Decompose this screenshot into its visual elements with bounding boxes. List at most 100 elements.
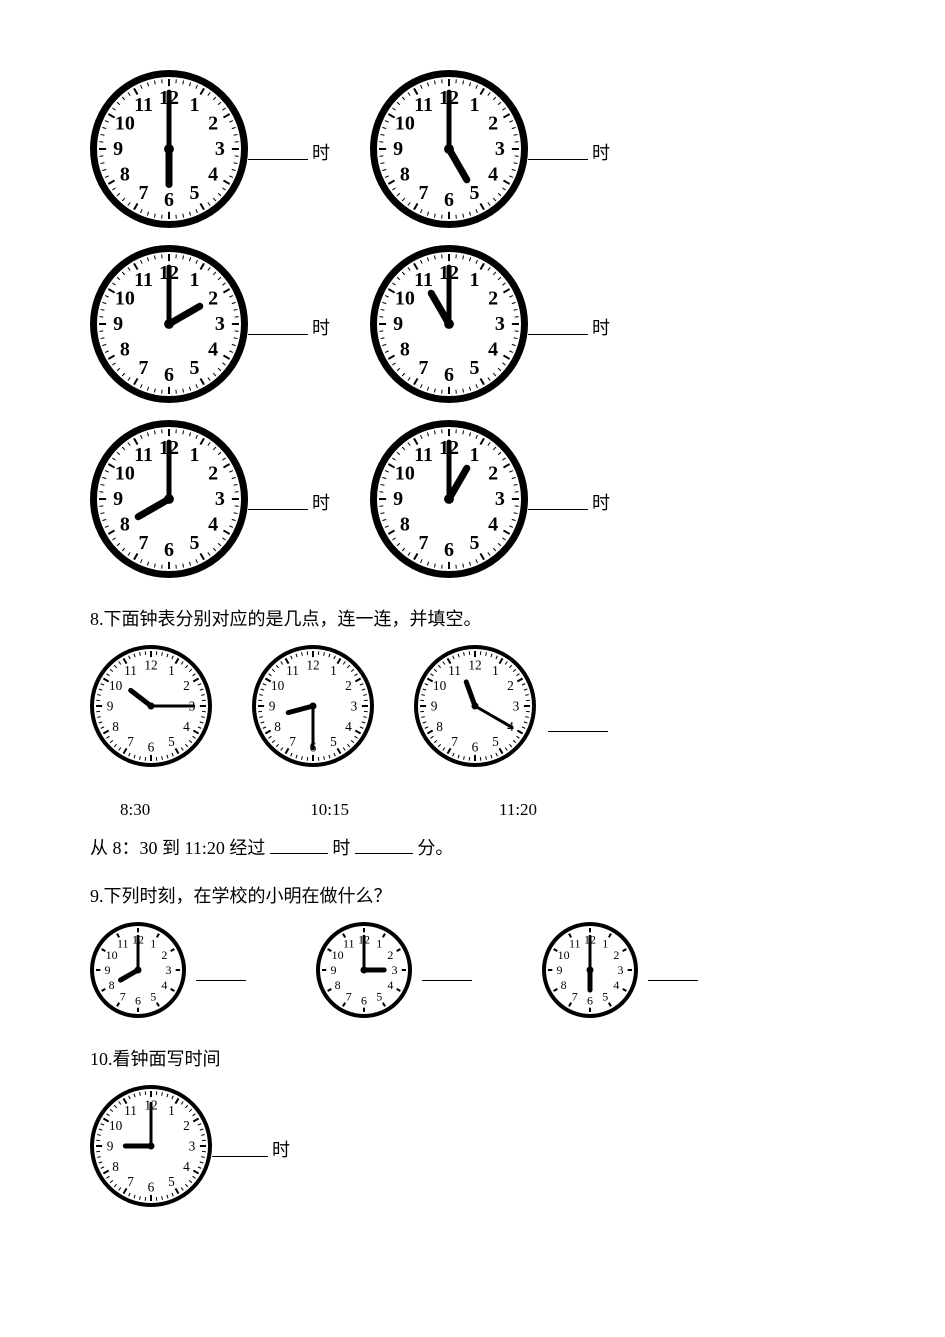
svg-text:4: 4 — [183, 719, 190, 734]
unit-label: 时 — [312, 139, 330, 165]
q7-row-1: 121234567891011 时 121234567891011 时 — [90, 70, 855, 233]
svg-text:1: 1 — [376, 937, 382, 951]
svg-text:8: 8 — [436, 719, 443, 734]
svg-text:4: 4 — [208, 513, 218, 535]
svg-text:3: 3 — [513, 699, 520, 714]
svg-text:2: 2 — [161, 948, 167, 962]
svg-text:8: 8 — [112, 1159, 119, 1174]
svg-text:4: 4 — [488, 338, 498, 360]
q7-cell: 121234567891011 时 — [90, 70, 330, 233]
q8-time-label: 8:30 — [120, 800, 150, 820]
svg-text:2: 2 — [183, 1118, 190, 1133]
svg-text:9: 9 — [105, 963, 111, 977]
svg-text:10: 10 — [115, 113, 135, 135]
clock-slot: 121234567891011 — [90, 70, 248, 233]
svg-text:7: 7 — [419, 182, 429, 204]
svg-text:4: 4 — [345, 719, 352, 734]
q7-cell: 121234567891011 时 — [370, 245, 610, 408]
svg-text:6: 6 — [444, 364, 454, 386]
svg-text:5: 5 — [602, 989, 608, 1003]
svg-text:11: 11 — [134, 269, 153, 291]
svg-text:4: 4 — [161, 978, 167, 992]
svg-text:8: 8 — [112, 719, 119, 734]
svg-text:3: 3 — [495, 488, 505, 510]
answer-blank[interactable] — [270, 835, 328, 854]
svg-text:1: 1 — [189, 94, 199, 116]
svg-text:3: 3 — [189, 1139, 196, 1154]
answer-blank[interactable] — [248, 143, 308, 160]
svg-text:9: 9 — [269, 699, 276, 714]
svg-text:11: 11 — [414, 94, 433, 116]
clock-slot: 121234567891011 — [252, 645, 374, 772]
svg-text:10: 10 — [395, 463, 415, 485]
svg-text:8: 8 — [400, 163, 410, 185]
answer-blank[interactable] — [212, 1140, 268, 1157]
answer-blank[interactable] — [248, 493, 308, 510]
q10-prompt: 10.看钟面写时间 — [90, 1045, 855, 1071]
svg-text:8: 8 — [274, 719, 281, 734]
svg-text:4: 4 — [208, 163, 218, 185]
svg-text:11: 11 — [134, 444, 153, 466]
q7-row-2: 121234567891011 时 121234567891011 时 — [90, 245, 855, 408]
svg-text:4: 4 — [488, 163, 498, 185]
svg-text:10: 10 — [395, 113, 415, 135]
svg-text:10: 10 — [332, 948, 344, 962]
answer-blank[interactable] — [528, 318, 588, 335]
svg-text:11: 11 — [134, 94, 153, 116]
text-fragment: 时 — [332, 838, 350, 858]
svg-text:5: 5 — [469, 182, 479, 204]
answer-blank[interactable] — [422, 964, 472, 981]
svg-text:1: 1 — [469, 94, 479, 116]
svg-text:9: 9 — [393, 488, 403, 510]
svg-text:7: 7 — [451, 734, 458, 749]
svg-text:8: 8 — [400, 338, 410, 360]
q10-cell: 121234567891011 时 — [90, 1085, 290, 1212]
svg-text:10: 10 — [115, 288, 135, 310]
answer-blank[interactable] — [528, 493, 588, 510]
svg-text:9: 9 — [113, 313, 123, 335]
answer-blank[interactable] — [355, 835, 413, 854]
q10-row: 121234567891011 时 — [90, 1085, 855, 1212]
svg-text:2: 2 — [208, 113, 218, 135]
svg-text:9: 9 — [113, 488, 123, 510]
clock-slot: 121234567891011 — [542, 922, 638, 1023]
svg-text:10: 10 — [271, 678, 285, 693]
answer-blank[interactable] — [548, 715, 608, 732]
svg-text:3: 3 — [165, 963, 171, 977]
svg-text:2: 2 — [345, 678, 352, 693]
svg-text:5: 5 — [168, 734, 175, 749]
svg-text:3: 3 — [391, 963, 397, 977]
svg-text:2: 2 — [613, 948, 619, 962]
answer-blank[interactable] — [648, 964, 698, 981]
svg-text:4: 4 — [613, 978, 619, 992]
unit-label: 时 — [592, 489, 610, 515]
svg-text:5: 5 — [189, 182, 199, 204]
svg-text:11: 11 — [124, 663, 137, 678]
unit-label: 时 — [312, 489, 330, 515]
answer-blank[interactable] — [528, 143, 588, 160]
svg-text:5: 5 — [168, 1174, 175, 1189]
svg-text:3: 3 — [215, 313, 225, 335]
svg-text:6: 6 — [444, 189, 454, 211]
svg-text:1: 1 — [469, 269, 479, 291]
svg-text:6: 6 — [444, 539, 454, 561]
svg-text:3: 3 — [617, 963, 623, 977]
answer-blank[interactable] — [196, 964, 246, 981]
svg-text:1: 1 — [168, 1103, 175, 1118]
answer-blank[interactable] — [248, 318, 308, 335]
svg-text:9: 9 — [393, 138, 403, 160]
svg-text:5: 5 — [150, 989, 156, 1003]
svg-text:5: 5 — [330, 734, 337, 749]
svg-text:5: 5 — [376, 989, 382, 1003]
q9-cell: 121234567891011 — [316, 922, 472, 1023]
svg-text:11: 11 — [414, 444, 433, 466]
svg-text:6: 6 — [587, 993, 593, 1007]
clock-slot: 121234567891011 — [414, 645, 536, 772]
clock-slot: 121234567891011 — [90, 645, 212, 772]
svg-text:3: 3 — [495, 138, 505, 160]
q7-cell: 121234567891011 时 — [370, 70, 610, 233]
svg-text:4: 4 — [387, 978, 393, 992]
svg-text:10: 10 — [109, 678, 123, 693]
svg-text:2: 2 — [488, 463, 498, 485]
svg-text:4: 4 — [183, 1159, 190, 1174]
